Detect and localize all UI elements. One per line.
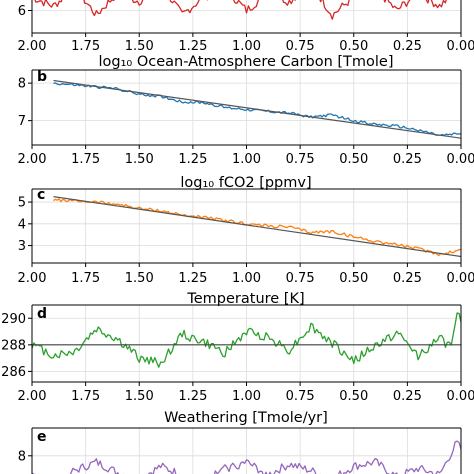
y-tick-label: 4	[18, 217, 26, 232]
x-tick-label: 0.00	[447, 39, 474, 54]
y-tick-label: 8	[18, 449, 26, 464]
x-tick-label: 0.75	[286, 39, 315, 54]
x-tick-label: 1.25	[178, 152, 207, 167]
series-line	[53, 198, 461, 257]
y-tick-label: 288	[1, 338, 26, 353]
series-line	[34, 0, 447, 20]
panel-b-fco2: 7 8 2.00 1.75 1.50 1.25 1.00 0.75 0.50 0.25 0.00 b	[18, 69, 474, 167]
y-tick-label: 290	[1, 312, 26, 327]
panel-c-temperature: 3 4 5 2.00 1.75 1.50 1.25 1.00 0.75 0.50 0.25 0.00 c	[18, 187, 474, 286]
x-tick-label: 0.25	[393, 39, 422, 54]
x-tick-label: 1.75	[71, 389, 100, 404]
x-tick-label: 1.00	[232, 271, 261, 286]
x-tick-label: 2.00	[18, 389, 47, 404]
x-axis-title-temperature: Temperature [K]	[186, 291, 304, 307]
x-tick-label: 0.00	[447, 389, 474, 404]
x-tick-label: 0.50	[339, 39, 368, 54]
x-tick-label: 0.25	[393, 152, 422, 167]
series-line	[32, 440, 461, 474]
x-tick-label: 1.00	[232, 152, 261, 167]
x-axis-title-fco2: log₁₀ fCO2 [ppmv]	[180, 175, 311, 191]
x-tick-label: 1.75	[71, 152, 100, 167]
x-tick-label: 2.00	[18, 271, 47, 286]
x-tick-label: 1.50	[125, 389, 154, 404]
trend-line	[53, 79, 461, 139]
panel-letter: b	[37, 69, 47, 85]
x-tick-label: 1.25	[178, 389, 207, 404]
trend-line	[53, 196, 461, 258]
x-tick-label: 1.25	[178, 271, 207, 286]
x-tick-label: 1.75	[71, 271, 100, 286]
x-tick-label: 0.00	[447, 271, 474, 286]
x-tick-label: 0.50	[339, 271, 368, 286]
x-tick-label: 0.25	[393, 389, 422, 404]
panel-ocean-atmosphere-carbon-top: 6 2.00 1.75 1.50 1.25 1.00 0.75 0.50 0.25 0.00	[18, 0, 474, 54]
x-tick-label: 0.25	[393, 271, 422, 286]
y-tick-label: 5	[18, 196, 26, 211]
x-tick-label: 0.50	[339, 152, 368, 167]
x-tick-label: 0.75	[286, 389, 315, 404]
series-line	[32, 312, 461, 368]
x-tick-label: 1.50	[125, 152, 154, 167]
x-tick-label: 1.75	[71, 39, 100, 54]
x-axis-title-ocean-atmosphere-carbon: log₁₀ Ocean-Atmosphere Carbon [Tmole]	[99, 54, 394, 70]
x-tick-label: 1.50	[125, 271, 154, 286]
x-axis-title-weathering: Weathering [Tmole/yr]	[164, 410, 328, 426]
x-tick-label: 1.00	[232, 389, 261, 404]
y-tick-label: 8	[18, 77, 26, 92]
y-tick-label: 286	[1, 365, 26, 380]
y-tick-label: 3	[18, 239, 26, 254]
panel-e-bottom: 8e	[18, 427, 462, 474]
x-tick-label: 1.25	[178, 39, 207, 54]
panel-d-weathering: 286 288 290 2.00 1.75 1.50 1.25 1.00 0.75 0.50 0.2…	[1, 304, 474, 404]
panel-letter: e	[37, 429, 47, 445]
x-tick-label: 0.75	[286, 271, 315, 286]
x-tick-label: 1.50	[125, 39, 154, 54]
axes-frame	[31, 427, 462, 474]
x-tick-label: 2.00	[18, 39, 47, 54]
panel-letter: c	[37, 187, 45, 203]
x-tick-label: 0.50	[339, 389, 368, 404]
y-tick-label: 6	[18, 4, 26, 19]
panel-letter: d	[37, 306, 47, 322]
y-tick-label: 7	[18, 114, 26, 129]
x-tick-label: 1.00	[232, 39, 261, 54]
x-tick-label: 0.00	[447, 152, 474, 167]
x-tick-label: 0.75	[286, 152, 315, 167]
x-tick-label: 2.00	[18, 152, 47, 167]
